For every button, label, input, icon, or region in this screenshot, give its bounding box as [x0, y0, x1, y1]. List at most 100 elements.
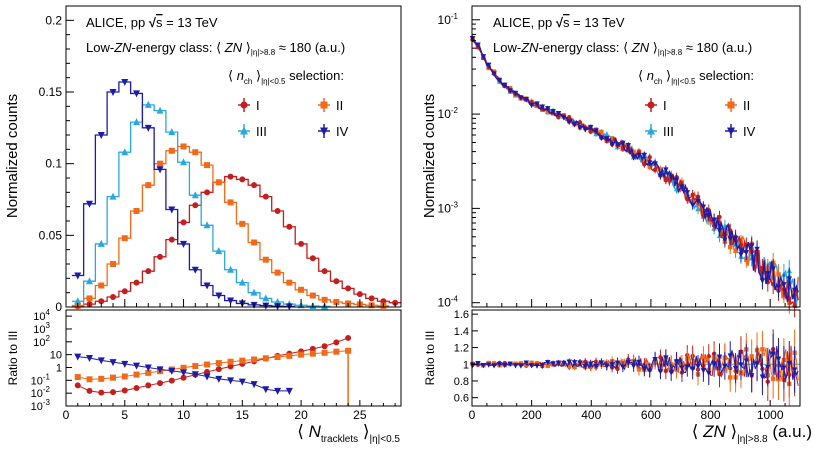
right-top-header-line2: Low-ZN-energy class: ⟨ ZN ⟩|η|>8.8 ≈ 180…: [493, 40, 752, 57]
series-III-point: [604, 131, 610, 137]
y-tick-label-exp: -3: [451, 200, 459, 209]
series-IV-point: [770, 266, 776, 272]
series-IV-ratio-point: [144, 364, 152, 372]
series-II-ratio-point: [286, 352, 293, 359]
series-IV-ratio-point: [765, 364, 771, 371]
series-II-point: [121, 235, 128, 242]
y-tick-label: 1: [463, 359, 469, 371]
series-IV-point: [695, 198, 701, 205]
series-II-ratio-point: [204, 361, 211, 368]
left-bottom-xlabel: ⟨ Ntracklets ⟩|η|<0.5: [297, 422, 400, 445]
series-IV-point: [480, 54, 487, 60]
series-I-point: [652, 167, 658, 172]
series-IV-point: [706, 213, 712, 219]
legend-II-label: II: [336, 98, 343, 113]
series-IV-ratio-point: [502, 362, 508, 369]
series-IV-ratio-point: [598, 360, 605, 366]
series-I-point: [356, 291, 363, 298]
series-I-ratio-point: [717, 371, 722, 377]
series-IV-ratio-point: [168, 367, 176, 375]
series-IV-ratio-point: [203, 373, 211, 381]
series-IV-ratio-point: [593, 363, 599, 370]
series-IV-ratio-point: [727, 353, 733, 359]
legend-I-marker: [240, 101, 248, 109]
series-IV-ratio-point: [722, 363, 728, 370]
series-IV-ratio-point: [133, 362, 141, 370]
series-I-ratio-point: [168, 377, 175, 384]
y-tick-label: 104: [33, 308, 50, 323]
series-IV-ratio-point: [604, 363, 610, 370]
x-tick-label: 400: [581, 408, 601, 422]
left-top-ylabel: Normalized counts: [4, 94, 21, 218]
legend-II-marker: [727, 101, 735, 109]
series-IV-ratio-point: [711, 361, 717, 368]
series-II-ratio-point: [298, 351, 305, 358]
series-IV-ratio-point: [641, 366, 648, 373]
series-IV-ratio-point: [507, 361, 513, 368]
y-tick-label: 0: [55, 300, 62, 314]
series-IV-ratio-point: [528, 363, 535, 369]
series-IV-point: [636, 153, 642, 159]
series-IV-point: [555, 110, 562, 117]
series-IV-point: [512, 90, 519, 97]
series-IV-point: [722, 237, 728, 243]
series-II-ratio-point: [545, 363, 550, 368]
series-IV-ratio-point: [695, 363, 701, 370]
series-II-ratio-point: [133, 371, 140, 378]
series-IV-point: [743, 250, 750, 256]
legend-III-label: III: [256, 124, 267, 139]
series-II-point: [776, 272, 781, 277]
series-II-point: [631, 149, 636, 155]
series-IV-ratio-point: [555, 360, 562, 366]
series-IV-ratio-point: [620, 364, 626, 370]
series-IV-ratio-point: [791, 367, 798, 373]
series-I-point: [133, 279, 140, 286]
series-II-ratio-point: [110, 374, 117, 381]
right-bottom-xlabel: ⟨ ZN ⟩|η|>8.8 (a.u.): [692, 422, 812, 445]
series-IV-ratio-point: [534, 363, 540, 369]
series-III-point: [74, 297, 82, 305]
series-IV-point: [86, 200, 94, 208]
series-IV-point: [97, 132, 105, 139]
series-IV-point: [727, 236, 733, 242]
series-IV-ratio-point: [689, 366, 696, 373]
series-IV-point: [121, 78, 129, 86]
y-tick-label: 0.8: [454, 376, 469, 388]
x-tick-label: 200: [522, 408, 542, 422]
series-III-histogram-line: [71, 104, 331, 308]
series-II-point: [145, 182, 152, 189]
series-IV-point: [673, 177, 680, 184]
series-IV-point: [491, 71, 497, 77]
series-IV-ratio-point: [475, 361, 481, 367]
series-II-ratio-point: [180, 364, 187, 371]
series-I-ratio-point: [110, 389, 117, 396]
series-III-point: [144, 100, 152, 108]
series-IV-point: [652, 161, 658, 167]
y-tick-label-base: 10: [438, 296, 452, 310]
series-II-point: [157, 160, 164, 167]
series-IV-ratio-point: [668, 370, 674, 376]
series-IV-point: [684, 190, 690, 196]
series-IV-ratio-point: [732, 365, 739, 372]
legend-II-label: II: [743, 98, 750, 113]
series-IV-point: [469, 36, 476, 42]
series-IV-ratio-point: [770, 351, 776, 357]
series-II-ratio-point: [572, 364, 577, 370]
left-top-panel: 0 0.05 0.1 0.15 0.2 Normalized counts ALICE,…: [4, 5, 402, 314]
series-IV-point: [191, 266, 199, 274]
right-top-header: ALICE, pp √s = 13 TeV Low-ZN-energy clas…: [493, 15, 754, 86]
legend-IV-label: IV: [336, 124, 349, 139]
series-IV-point: [748, 243, 755, 249]
series-I-point: [309, 255, 316, 262]
series-II-ratio-point: [98, 375, 105, 382]
series-IV-ratio-point: [74, 353, 82, 361]
series-IV-ratio-point: [545, 360, 551, 366]
series-I-ratio-point: [321, 343, 328, 350]
series-II-ratio-point: [321, 349, 328, 356]
x-tick-label: 600: [641, 408, 661, 422]
series-IV-ratio-point: [614, 360, 621, 366]
y-tick-label: 1.6: [454, 309, 469, 321]
x-tick-label: 10: [177, 408, 191, 422]
series-IV-point: [550, 108, 556, 115]
series-I-point: [286, 223, 293, 230]
